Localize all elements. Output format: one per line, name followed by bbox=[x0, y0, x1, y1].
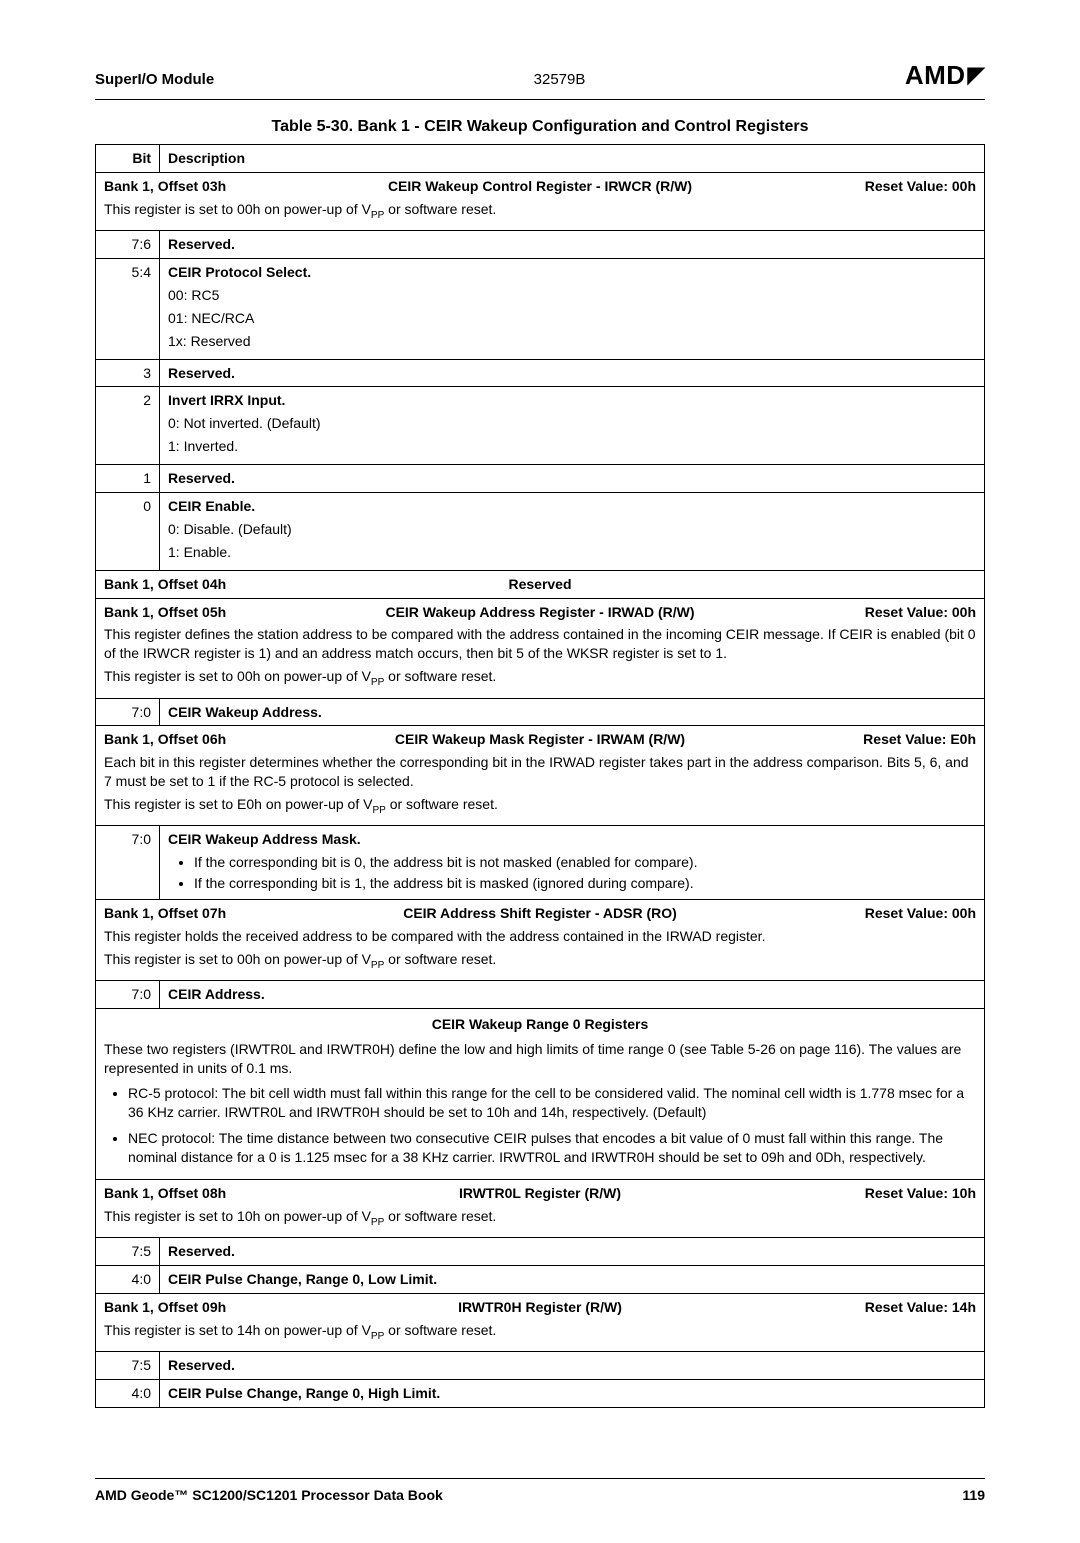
bit-range: 2 bbox=[96, 387, 160, 465]
offset-label: Bank 1, Offset 03h bbox=[104, 177, 378, 196]
note: This register is set to E0h on power-up … bbox=[104, 795, 976, 817]
bit-range: 4:0 bbox=[96, 1266, 160, 1294]
offset-label: Bank 1, Offset 06h bbox=[104, 730, 385, 749]
range0-title: CEIR Wakeup Range 0 Registers bbox=[104, 1015, 976, 1034]
bit-range: 7:0 bbox=[96, 981, 160, 1009]
bit-range: 7:0 bbox=[96, 698, 160, 726]
offset-label: Bank 1, Offset 08h bbox=[104, 1184, 449, 1203]
section-07h: Bank 1, Offset 07h CEIR Address Shift Re… bbox=[96, 900, 985, 981]
offset-label: Bank 1, Offset 04h bbox=[104, 575, 226, 594]
bit-range: 0 bbox=[96, 492, 160, 570]
logo-text: AMD bbox=[905, 60, 966, 91]
bit-desc: CEIR Enable. 0: Disable. (Default) 1: En… bbox=[160, 492, 985, 570]
bit-desc: CEIR Address. bbox=[160, 981, 985, 1009]
note: This register is set to 00h on power-up … bbox=[104, 950, 976, 972]
page-header: SuperI/O Module 32579B AMD◤ bbox=[95, 60, 985, 100]
bit-range: 5:4 bbox=[96, 258, 160, 359]
bit-range: 7:5 bbox=[96, 1238, 160, 1266]
section-05h: Bank 1, Offset 05h CEIR Wakeup Address R… bbox=[96, 598, 985, 698]
register-name: Reserved bbox=[508, 575, 571, 594]
bit-desc: Reserved. bbox=[160, 465, 985, 493]
bit-range: 7:5 bbox=[96, 1352, 160, 1380]
desc: Each bit in this register determines whe… bbox=[104, 753, 976, 791]
register-name: CEIR Wakeup Control Register - IRWCR (R/… bbox=[388, 177, 692, 196]
bit-range: 7:6 bbox=[96, 231, 160, 259]
bit-desc: CEIR Pulse Change, Range 0, Low Limit. bbox=[160, 1266, 985, 1294]
reset-value: Reset Value: 14h bbox=[632, 1298, 976, 1317]
bit-desc: CEIR Wakeup Address Mask. If the corresp… bbox=[160, 826, 985, 900]
note: This register is set to 10h on power-up … bbox=[104, 1207, 976, 1229]
note: This register is set to 00h on power-up … bbox=[104, 200, 976, 222]
col-header-bit: Bit bbox=[96, 145, 160, 173]
offset-label: Bank 1, Offset 09h bbox=[104, 1298, 448, 1317]
header-docnum: 32579B bbox=[534, 71, 586, 88]
reset-value: Reset Value: E0h bbox=[695, 730, 976, 749]
amd-arrow-icon: ◤ bbox=[968, 62, 985, 88]
range0-bullet: RC-5 protocol: The bit cell width must f… bbox=[128, 1084, 976, 1122]
bit-desc: Invert IRRX Input. 0: Not inverted. (Def… bbox=[160, 387, 985, 465]
footer-book-title: AMD Geode™ SC1200/SC1201 Processor Data … bbox=[95, 1487, 443, 1503]
amd-logo: AMD◤ bbox=[905, 60, 985, 91]
desc: This register holds the received address… bbox=[104, 927, 976, 946]
reset-value: Reset Value: 00h bbox=[687, 904, 976, 923]
bit-desc: Reserved. bbox=[160, 359, 985, 387]
col-header-desc: Description bbox=[160, 145, 985, 173]
reset-value: Reset Value: 10h bbox=[631, 1184, 976, 1203]
desc: This register defines the station addres… bbox=[104, 625, 976, 663]
register-name: CEIR Wakeup Address Register - IRWAD (R/… bbox=[385, 603, 694, 622]
reset-value: Reset Value: 00h bbox=[702, 177, 976, 196]
range0-desc: These two registers (IRWTR0L and IRWTR0H… bbox=[104, 1040, 976, 1078]
bit-range: 1 bbox=[96, 465, 160, 493]
reset-value: Reset Value: 00h bbox=[705, 603, 976, 622]
offset-label: Bank 1, Offset 05h bbox=[104, 603, 375, 622]
bit-range: 3 bbox=[96, 359, 160, 387]
section-06h: Bank 1, Offset 06h CEIR Wakeup Mask Regi… bbox=[96, 726, 985, 826]
section-08h: Bank 1, Offset 08h IRWTR0L Register (R/W… bbox=[96, 1180, 985, 1238]
register-name: IRWTR0L Register (R/W) bbox=[459, 1184, 621, 1203]
bit-range: 4:0 bbox=[96, 1380, 160, 1408]
page: SuperI/O Module 32579B AMD◤ Table 5-30. … bbox=[0, 0, 1080, 1543]
range0-bullet: NEC protocol: The time distance between … bbox=[128, 1129, 976, 1167]
note: This register is set to 00h on power-up … bbox=[104, 667, 976, 689]
section-04h: Bank 1, Offset 04h Reserved bbox=[96, 570, 985, 598]
register-name: IRWTR0H Register (R/W) bbox=[458, 1298, 622, 1317]
bit-desc: Reserved. bbox=[160, 231, 985, 259]
bit-desc: Reserved. bbox=[160, 1352, 985, 1380]
section-range0: CEIR Wakeup Range 0 Registers These two … bbox=[96, 1009, 985, 1180]
register-table: Bit Description Bank 1, Offset 03h CEIR … bbox=[95, 144, 985, 1408]
offset-label: Bank 1, Offset 07h bbox=[104, 904, 393, 923]
bit-desc: CEIR Wakeup Address. bbox=[160, 698, 985, 726]
bit-desc: CEIR Pulse Change, Range 0, High Limit. bbox=[160, 1380, 985, 1408]
bit-desc: CEIR Protocol Select. 00: RC5 01: NEC/RC… bbox=[160, 258, 985, 359]
register-name: CEIR Wakeup Mask Register - IRWAM (R/W) bbox=[395, 730, 685, 749]
register-name: CEIR Address Shift Register - ADSR (RO) bbox=[403, 904, 677, 923]
bit-range: 7:0 bbox=[96, 826, 160, 900]
section-03h: Bank 1, Offset 03h CEIR Wakeup Control R… bbox=[96, 172, 985, 230]
note: This register is set to 14h on power-up … bbox=[104, 1321, 976, 1343]
section-09h: Bank 1, Offset 09h IRWTR0H Register (R/W… bbox=[96, 1294, 985, 1352]
header-module: SuperI/O Module bbox=[95, 71, 214, 88]
table-title: Table 5-30. Bank 1 - CEIR Wakeup Configu… bbox=[95, 118, 985, 136]
footer-page-number: 119 bbox=[962, 1487, 985, 1503]
bit-desc: Reserved. bbox=[160, 1238, 985, 1266]
page-footer: AMD Geode™ SC1200/SC1201 Processor Data … bbox=[95, 1478, 985, 1503]
